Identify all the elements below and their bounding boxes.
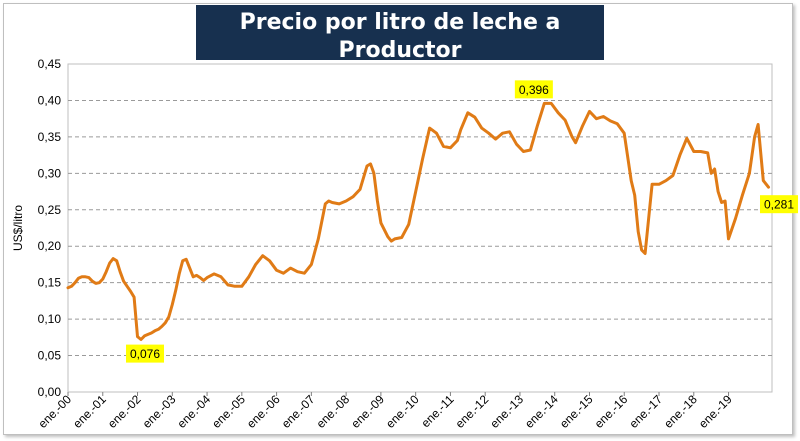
x-tick-label: ene.-15: [557, 392, 596, 431]
x-tick-label: ene.-13: [487, 392, 526, 431]
plot-area: [67, 63, 773, 393]
annotations: 0,076 0,396 0,281: [126, 80, 798, 363]
data-label-text: 0,076: [130, 347, 160, 361]
y-tick-label: 0,45: [38, 57, 62, 71]
y-tick-label: 0,35: [38, 130, 62, 144]
x-tick-label: ene.-11: [418, 392, 456, 430]
x-tick-label: ene.-19: [696, 392, 735, 431]
x-tick-label: ene.-16: [592, 392, 631, 431]
x-tick-labels: ene.-00ene.-01ene.-02ene.-03ene.-04ene.-…: [35, 392, 734, 431]
x-tick-label: ene.-09: [348, 392, 387, 431]
series-line: [66, 101, 770, 341]
y-tick-label: 0,25: [38, 203, 62, 217]
data-label-box: [760, 195, 798, 214]
x-tick-label: ene.-17: [626, 392, 665, 431]
y-tick-label: 0,15: [38, 276, 62, 290]
y-tick-label: 0,20: [38, 239, 62, 253]
y-tick-labels: 0,00 0,05 0,10 0,15 0,20 0,25 0,30 0,35 0,40 0,45: [38, 57, 62, 399]
title-box: Precio por litro de leche a Productor - …: [196, 5, 604, 81]
x-tick-label: ene.-18: [661, 392, 700, 431]
x-tick-label: ene.-05: [209, 392, 248, 431]
data-label-text: 0,281: [764, 198, 794, 212]
data-label-box: [514, 80, 553, 99]
x-tick-label: ene.-12: [453, 392, 492, 431]
x-tick-label: ene.-07: [279, 392, 318, 431]
x-tick-label: ene.-14: [522, 392, 561, 431]
data-label-text: 0,396: [519, 83, 549, 97]
y-tick-label: 0,40: [38, 93, 62, 107]
y-tick-label: 0,00: [38, 385, 62, 399]
chart-subtitle: - en dólares -: [357, 66, 443, 81]
y-tick-label: 0,05: [38, 349, 62, 363]
data-label: 0,281: [760, 195, 798, 214]
y-tick-label: 0,10: [38, 312, 62, 326]
data-label: 0,396: [514, 80, 553, 99]
x-tick-label: ene.-08: [314, 392, 353, 431]
x-tick-label: ene.-06: [244, 392, 283, 431]
y-tick-label: 0,30: [38, 166, 62, 180]
chart-title: Precio por litro de leche a Productor: [239, 10, 561, 63]
x-tick-label: ene.-04: [175, 392, 214, 431]
data-label: 0,076: [126, 344, 165, 363]
x-tick-label: ene.-02: [105, 392, 144, 431]
y-axis-label: US$/litro: [11, 205, 25, 251]
x-tick-label: ene.-10: [383, 392, 422, 431]
x-tick-label: ene.-03: [140, 392, 179, 431]
x-tick-label: ene.-01: [70, 392, 109, 431]
data-label-box: [126, 344, 165, 363]
